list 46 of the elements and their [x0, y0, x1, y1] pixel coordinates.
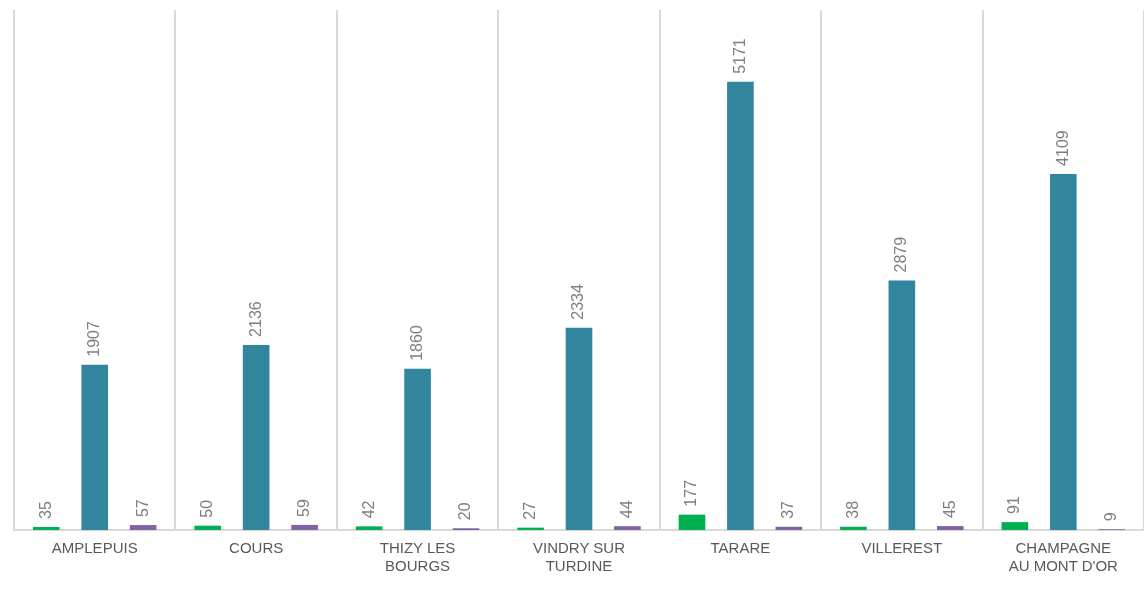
- bar: [565, 327, 593, 530]
- data-label: 20: [456, 502, 474, 521]
- data-label: 57: [133, 499, 151, 518]
- bar: [840, 526, 867, 530]
- data-label: 2136: [246, 301, 264, 337]
- x-tick-label: VILLEREST: [861, 539, 943, 557]
- data-label: 1907: [85, 321, 103, 357]
- bar: [614, 526, 641, 530]
- x-tick-label: TARARE: [710, 539, 771, 557]
- bar: [404, 368, 431, 530]
- bar: [775, 526, 803, 530]
- data-label: 35: [36, 501, 54, 519]
- bar: [194, 525, 222, 530]
- data-label: 50: [198, 499, 216, 518]
- bar: [727, 81, 754, 530]
- bar: [678, 514, 706, 530]
- data-label: 44: [617, 500, 635, 519]
- bar: [936, 526, 964, 530]
- data-label: 2879: [892, 236, 910, 273]
- data-label: 4109: [1053, 130, 1071, 166]
- x-tick-label: VINDRY SUR TURDINE: [533, 539, 626, 575]
- bar: [1001, 522, 1029, 530]
- x-tick-label: CHAMPAGNE AU MONT D'OR: [1008, 539, 1119, 575]
- data-label: 42: [359, 500, 377, 519]
- bar: [888, 280, 916, 530]
- x-tick-label: COURS: [229, 539, 284, 557]
- bar: [129, 525, 157, 530]
- bar: [355, 526, 383, 530]
- data-label: 1860: [407, 325, 425, 361]
- bar: [32, 526, 60, 530]
- data-label: 177: [682, 479, 700, 507]
- bar: [1049, 173, 1077, 530]
- data-label: 9: [1102, 512, 1120, 522]
- bar: [81, 364, 109, 530]
- data-label: 27: [520, 501, 538, 520]
- bar: [242, 344, 270, 530]
- data-label: 2334: [569, 284, 587, 320]
- data-label: 59: [294, 498, 312, 517]
- x-tick-label: THIZY LES BOURGS: [379, 539, 456, 575]
- bar: [291, 524, 318, 530]
- data-label: 45: [940, 500, 958, 519]
- data-label: 38: [843, 500, 861, 519]
- data-label: 37: [779, 500, 797, 519]
- data-label: 5171: [730, 38, 748, 74]
- data-label: 91: [1005, 496, 1023, 515]
- x-tick-label: AMPLEPUIS: [51, 539, 138, 557]
